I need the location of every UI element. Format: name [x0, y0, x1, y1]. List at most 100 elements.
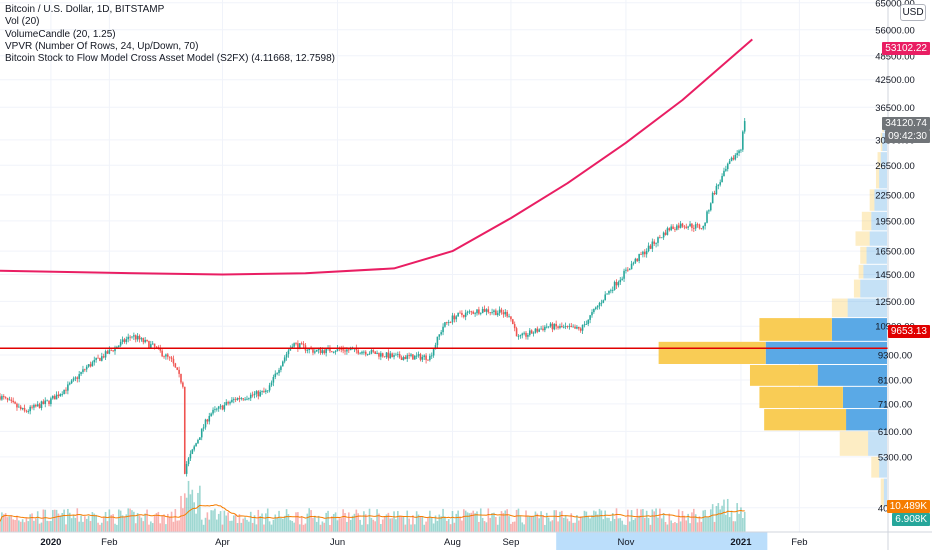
volume-bar	[530, 516, 533, 532]
legend-s2f[interactable]: Bitcoin Stock to Flow Model Cross Asset …	[5, 53, 335, 65]
volume-bar	[587, 515, 590, 532]
volume-bar	[314, 515, 316, 532]
candle-body	[385, 352, 388, 358]
volume-bar	[84, 516, 86, 532]
volume-bar	[510, 523, 512, 532]
volume-bar	[261, 513, 263, 532]
legend-volume-candle[interactable]: VolumeCandle (20, 1.25)	[5, 28, 116, 40]
candle-body	[136, 335, 139, 340]
volume-bar	[583, 510, 586, 532]
volume-bar	[670, 520, 672, 532]
candle-body	[417, 354, 420, 356]
candle-body	[619, 279, 622, 283]
volume-bar	[227, 512, 229, 532]
candle-body	[27, 411, 30, 412]
volume-bar	[638, 515, 640, 532]
volume-bar	[398, 515, 401, 532]
volume-bar	[97, 522, 99, 532]
candle-body	[355, 347, 358, 351]
legend-vpvr[interactable]: VPVR (Number Of Rows, 24, Up/Down, 70)	[5, 40, 199, 52]
price-tick-label: 16500.00	[875, 247, 915, 258]
time-tick-label: Jun	[330, 537, 345, 548]
vp-row-up	[846, 409, 887, 431]
candle-body	[116, 346, 118, 348]
candle-body	[293, 343, 295, 347]
candle-body	[257, 391, 260, 397]
volume-bar	[16, 515, 18, 532]
candle-body	[666, 228, 669, 235]
candle-body	[212, 409, 214, 414]
price-tick-label: 42500.00	[875, 75, 915, 86]
volume-bar	[717, 503, 720, 532]
volume-bar	[363, 511, 365, 532]
candle-body	[6, 397, 9, 400]
candle-body	[19, 406, 22, 409]
volume-bar	[38, 523, 41, 532]
volume-bar	[495, 516, 497, 532]
volume-bar	[602, 519, 605, 532]
volume-bar	[106, 521, 109, 532]
legend-symbol[interactable]: Bitcoin / U.S. Dollar, 1D, BITSTAMP	[5, 4, 165, 15]
candle-body	[40, 401, 43, 409]
volume-bar	[232, 515, 235, 532]
volume-profile	[658, 117, 887, 507]
candle-body	[29, 406, 31, 412]
volume-bar	[578, 520, 580, 532]
volume-bar	[681, 511, 684, 532]
volume-bar	[593, 510, 595, 532]
candle-body	[148, 341, 150, 348]
volume-bar	[244, 517, 246, 532]
candle-body	[632, 262, 635, 264]
candle-body	[199, 437, 201, 441]
candle-body	[734, 155, 737, 160]
candle-body	[504, 311, 507, 315]
candle-body	[489, 312, 491, 314]
vp-row-up	[869, 231, 887, 246]
volume-bar	[104, 511, 107, 532]
candle-body	[240, 398, 243, 400]
candle-body	[562, 326, 565, 328]
volume-bars	[0, 480, 746, 532]
candle-body	[146, 339, 148, 342]
candle-body	[321, 350, 324, 354]
candle-body	[266, 390, 269, 392]
volume-bar	[610, 521, 612, 532]
volume-bar	[664, 521, 667, 532]
candle-body	[101, 356, 103, 361]
candle-body	[659, 237, 661, 239]
candle-body	[347, 349, 350, 351]
candle-body	[23, 407, 26, 411]
volume-bar	[68, 512, 71, 532]
legend-volume[interactable]: Vol (20)	[5, 16, 40, 28]
candle-body	[221, 405, 224, 410]
candle-body	[617, 282, 620, 286]
volume-bar	[517, 508, 520, 532]
candle-body	[610, 290, 612, 292]
candle-body	[346, 349, 348, 352]
volume-bar	[487, 508, 490, 532]
candlesticks	[0, 118, 746, 477]
currency-button[interactable]: USD	[900, 4, 926, 21]
candle-body	[711, 192, 714, 204]
volume-bar	[640, 509, 642, 532]
candle-body	[453, 315, 456, 320]
candle-body	[402, 356, 405, 361]
volume-bar	[527, 516, 529, 532]
volume-bar	[547, 517, 550, 532]
candle-body	[65, 389, 67, 391]
candle-body	[423, 355, 426, 357]
time-axis[interactable]: 2020 Feb Apr Jun Aug Sep Nov 2021 Feb	[0, 531, 932, 548]
volume-bar	[280, 517, 282, 532]
candle-body	[391, 353, 393, 357]
volume-bar	[702, 510, 705, 532]
volume-bar	[133, 511, 135, 532]
candle-body	[366, 354, 369, 355]
volume-bar	[89, 521, 92, 532]
candle-body	[244, 399, 246, 401]
candle-body	[706, 211, 708, 223]
candle-body	[253, 393, 256, 396]
candle-body	[174, 363, 177, 368]
volume-bar	[608, 517, 610, 532]
vp-row-down	[839, 431, 869, 456]
